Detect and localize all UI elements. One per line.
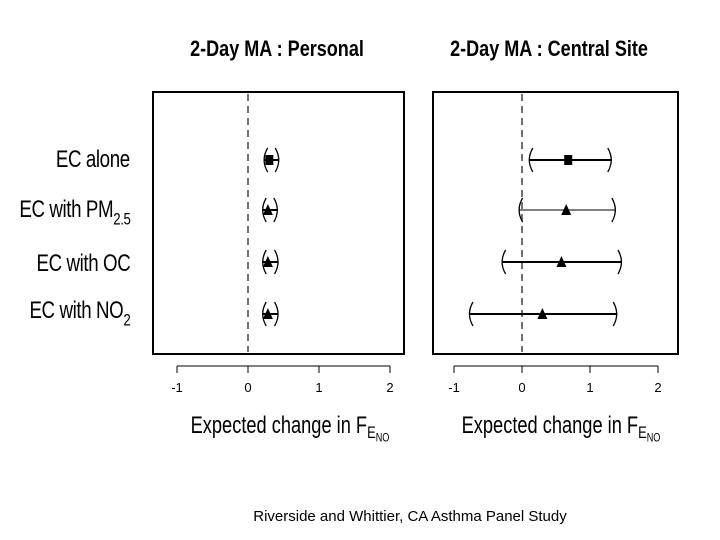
row-label-ec-alone: EC alone bbox=[56, 146, 130, 173]
ci-lower-bracket bbox=[262, 301, 267, 327]
ci-upper-bracket bbox=[273, 197, 278, 223]
panel-title-personal: 2-Day MA : Personal bbox=[190, 36, 364, 61]
x-tick-label: 0 bbox=[518, 380, 525, 395]
x-tick-label: 2 bbox=[654, 380, 661, 395]
estimate-triangle bbox=[556, 256, 567, 267]
x-tick-label: -1 bbox=[448, 380, 460, 395]
ci-upper-bracket bbox=[273, 301, 279, 327]
ci-lower-bracket bbox=[501, 249, 507, 275]
ci-upper-bracket bbox=[617, 249, 623, 275]
estimate-triangle bbox=[262, 204, 273, 215]
ci-upper-bracket bbox=[612, 301, 618, 327]
panel-central-site: -1 0 1 2 bbox=[432, 91, 679, 395]
figure-caption: Riverside and Whittier, CA Asthma Panel … bbox=[253, 508, 567, 525]
ci-upper-bracket bbox=[611, 197, 616, 223]
x-tick-label: 1 bbox=[586, 380, 593, 395]
plot-frame bbox=[152, 91, 405, 355]
estimate-triangle bbox=[561, 204, 572, 215]
x-tick-label: 0 bbox=[244, 380, 251, 395]
ci-lower-bracket bbox=[263, 147, 269, 173]
x-axis-label-personal: Expected change in FENO bbox=[190, 412, 390, 445]
panel-title-central-site: 2-Day MA : Central Site bbox=[450, 36, 648, 61]
ci-lower-bracket bbox=[468, 301, 474, 327]
ci-upper-bracket bbox=[607, 147, 612, 173]
panel-personal: -1 0 1 2 bbox=[152, 91, 405, 395]
ci-lower-bracket bbox=[262, 197, 267, 223]
ci-lower-bracket bbox=[528, 147, 534, 173]
x-tick-label: 1 bbox=[315, 380, 322, 395]
ci-lower-bracket bbox=[262, 249, 267, 275]
row-label-ec-with-oc: EC with OC bbox=[36, 250, 130, 277]
plot-frame bbox=[432, 91, 679, 355]
estimate-square bbox=[265, 155, 274, 165]
row-label-ec-with-pm25: EC with PM2.5 bbox=[18, 196, 131, 229]
row-label-ec-with-no2: EC with NO2 bbox=[29, 297, 130, 330]
estimate-triangle bbox=[262, 308, 273, 319]
x-axis-label-central-site: Expected change in FENO bbox=[461, 412, 661, 445]
ci-upper-bracket bbox=[273, 249, 279, 275]
x-tick-label: -1 bbox=[171, 380, 183, 395]
x-tick-label: 2 bbox=[386, 380, 393, 395]
estimate-square bbox=[564, 155, 573, 165]
ci-lower-bracket bbox=[518, 197, 524, 223]
estimate-triangle bbox=[537, 308, 548, 319]
ci-upper-bracket bbox=[274, 147, 280, 173]
estimate-triangle bbox=[262, 256, 273, 267]
